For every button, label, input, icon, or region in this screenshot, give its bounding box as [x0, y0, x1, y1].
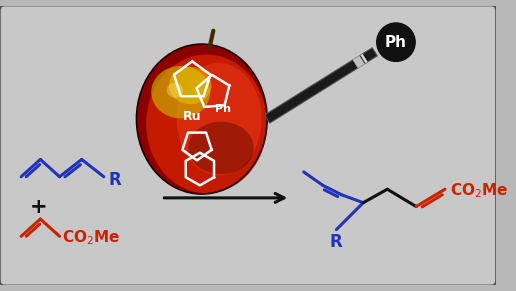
- Ellipse shape: [176, 63, 262, 175]
- Ellipse shape: [167, 83, 183, 98]
- Text: R: R: [108, 171, 121, 189]
- FancyBboxPatch shape: [0, 5, 497, 286]
- Text: R: R: [330, 233, 343, 251]
- Ellipse shape: [188, 122, 254, 174]
- Polygon shape: [353, 56, 364, 68]
- Text: CO$_2$Me: CO$_2$Me: [62, 228, 121, 247]
- Text: Ru: Ru: [183, 110, 201, 123]
- Text: CO$_2$Me: CO$_2$Me: [450, 182, 508, 200]
- Ellipse shape: [169, 67, 212, 104]
- Ellipse shape: [151, 66, 210, 118]
- Circle shape: [377, 23, 415, 61]
- Ellipse shape: [146, 54, 267, 193]
- Text: Ph: Ph: [385, 35, 407, 50]
- Text: Ph: Ph: [215, 104, 231, 114]
- Text: +: +: [29, 198, 47, 217]
- Polygon shape: [360, 54, 368, 63]
- Polygon shape: [265, 48, 377, 123]
- Ellipse shape: [136, 44, 267, 194]
